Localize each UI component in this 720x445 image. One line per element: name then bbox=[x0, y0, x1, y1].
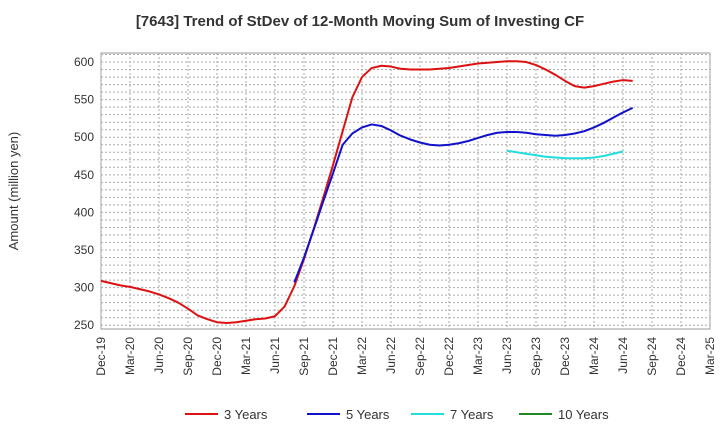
x-tick-label: Sep-20 bbox=[181, 337, 195, 376]
axes: 250 300 350 400 450 500 550 600 Dec-19 Mar-20 Jun-… bbox=[74, 55, 717, 376]
x-tick-label: Dec-21 bbox=[326, 337, 340, 376]
x-tick-label: Dec-19 bbox=[94, 337, 108, 376]
series-line-7-years bbox=[506, 149, 624, 160]
series-line-3-years bbox=[100, 60, 633, 324]
x-tick-label: Sep-22 bbox=[413, 337, 427, 376]
y-tick-label: 550 bbox=[74, 93, 94, 107]
y-tick-label: 350 bbox=[74, 243, 94, 257]
x-tick-label: Dec-22 bbox=[442, 337, 456, 376]
y-tick-label: 300 bbox=[74, 281, 94, 295]
y-tick-label: 600 bbox=[74, 55, 94, 69]
y-tick-label: 400 bbox=[74, 205, 94, 219]
x-tick-label: Mar-23 bbox=[471, 337, 485, 375]
y-tick-label: 250 bbox=[74, 318, 94, 332]
x-tick-label: Jun-21 bbox=[268, 337, 282, 374]
x-tick-label: Jun-24 bbox=[616, 337, 630, 374]
legend-label: 3 Years bbox=[224, 407, 268, 422]
x-tick-label: Sep-24 bbox=[645, 337, 659, 376]
x-tick-label: Dec-23 bbox=[558, 337, 572, 376]
legend-label: 7 Years bbox=[450, 407, 494, 422]
x-tick-label: Sep-23 bbox=[529, 337, 543, 376]
x-tick-label: Dec-24 bbox=[674, 337, 688, 376]
legend-label: 5 Years bbox=[346, 407, 390, 422]
y-tick-label: 500 bbox=[74, 130, 94, 144]
y-axis-label: Amount (million yen) bbox=[6, 132, 21, 251]
x-tick-label: Mar-25 bbox=[703, 337, 717, 375]
x-tick-label: Jun-22 bbox=[384, 337, 398, 374]
x-tick-label: Jun-23 bbox=[500, 337, 514, 374]
x-tick-label: Mar-24 bbox=[587, 337, 601, 375]
chart-title: [7643] Trend of StDev of 12-Month Moving… bbox=[136, 13, 584, 30]
legend-label: 10 Years bbox=[558, 407, 609, 422]
x-tick-label: Mar-20 bbox=[123, 337, 137, 375]
y-tick-label: 450 bbox=[74, 168, 94, 182]
x-tick-label: Mar-21 bbox=[239, 337, 253, 375]
x-tick-label: Jun-20 bbox=[152, 337, 166, 374]
legend: 3 Years 5 Years 7 Years 10 Years bbox=[185, 407, 609, 422]
x-tick-label: Mar-22 bbox=[355, 337, 369, 375]
plot-area bbox=[100, 52, 711, 330]
x-tick-label: Sep-21 bbox=[297, 337, 311, 376]
grid-lines bbox=[100, 52, 711, 330]
x-tick-label: Dec-20 bbox=[210, 337, 224, 376]
series-lines bbox=[100, 60, 634, 324]
series-line-5-years bbox=[293, 106, 634, 283]
